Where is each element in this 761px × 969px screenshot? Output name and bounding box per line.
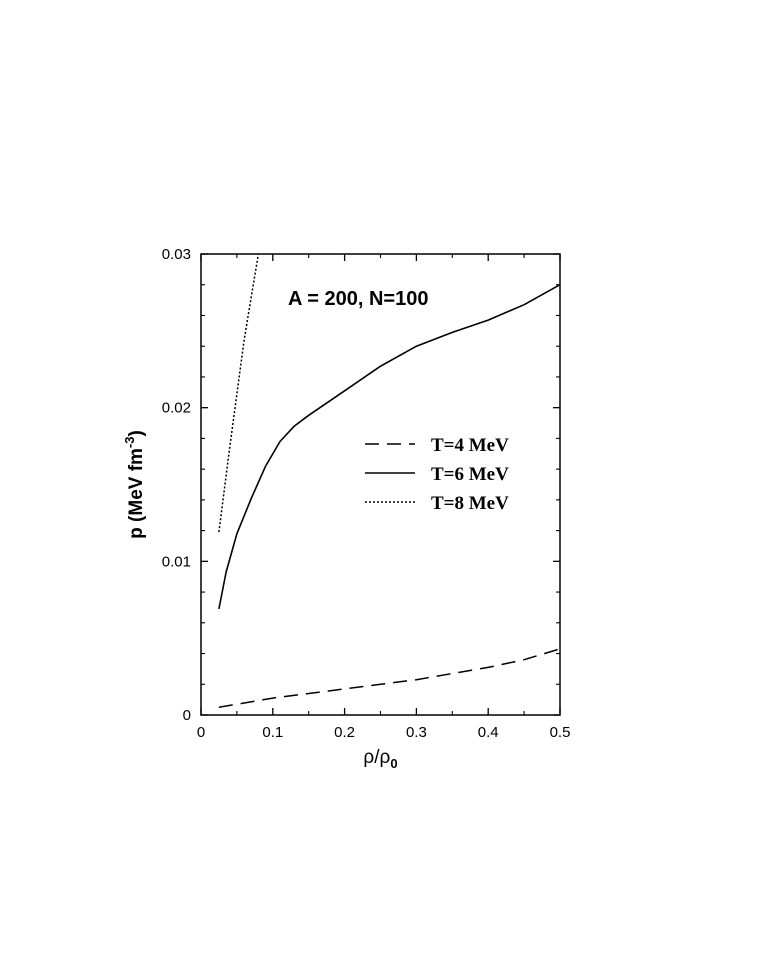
y-tick-label: 0 bbox=[183, 707, 191, 724]
x-tick-label: 0 bbox=[197, 724, 205, 741]
y-tick-label: 0.01 bbox=[162, 553, 191, 570]
legend-label-1: T=4 MeV bbox=[431, 435, 509, 456]
x-tick-labels: 0 0.1 0.2 0.3 0.4 0.5 bbox=[197, 724, 571, 741]
legend-label-2: T=6 MeV bbox=[431, 464, 509, 485]
annotation-text: A = 200, N=100 bbox=[288, 288, 428, 310]
y-axis-title-main: p (MeV fm bbox=[126, 448, 147, 539]
x-tick-label: 0.3 bbox=[406, 724, 427, 741]
y-tick-labels: 0 0.01 0.02 0.03 bbox=[162, 246, 191, 724]
x-tick-label: 0.1 bbox=[262, 724, 283, 741]
x-tick-label: 0.4 bbox=[478, 724, 499, 741]
series-line-1 bbox=[218, 648, 561, 709]
legend: T=4 MeV T=6 MeV T=8 MeV bbox=[365, 435, 509, 514]
series-line-2 bbox=[218, 284, 561, 610]
x-axis-title: ρ/ρ0 bbox=[363, 747, 397, 771]
y-axis-title-end: ) bbox=[126, 430, 147, 436]
series-lines bbox=[218, 253, 561, 709]
legend-label-3: T=8 MeV bbox=[431, 493, 509, 514]
y-tick-label: 0.02 bbox=[162, 400, 191, 417]
y-axis-title-superscript: -3 bbox=[122, 436, 137, 448]
x-tick-label: 0.5 bbox=[550, 724, 571, 741]
y-axis-title: p (MeV fm-3) bbox=[122, 430, 147, 539]
x-axis-title-main: ρ/ρ bbox=[363, 747, 390, 768]
series-line-3 bbox=[218, 253, 260, 533]
y-tick-label: 0.03 bbox=[162, 246, 191, 263]
x-tick-label: 0.2 bbox=[334, 724, 355, 741]
x-axis-title-subscript: 0 bbox=[390, 756, 397, 771]
ticks bbox=[200, 253, 561, 716]
plot-area: A = 200, N=100 T=4 MeV T=6 MeV T=8 MeV bbox=[200, 253, 561, 716]
